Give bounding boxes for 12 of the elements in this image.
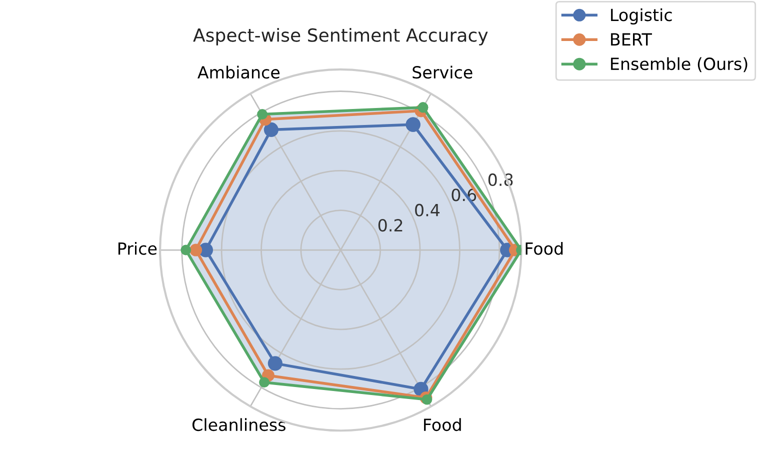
spoke-label: Price [118, 242, 157, 255]
legend-label: Logistic [611, 8, 672, 24]
y-tick-label: 0.4 [415, 204, 440, 216]
spoke-label: Ambiance [198, 66, 280, 79]
spoke-label: Cleanliness [192, 418, 286, 432]
text: Aspect-wise Sentiment Accuracy [193, 28, 488, 46]
y-tick-label: 0.2 [378, 218, 402, 232]
legend-label: Ensemble (Ours) [611, 57, 748, 72]
spoke-label: Service [412, 66, 472, 79]
spoke-label: Food [526, 242, 563, 255]
spoke-label: Food [424, 418, 461, 432]
legend-label: BERT [611, 33, 652, 46]
